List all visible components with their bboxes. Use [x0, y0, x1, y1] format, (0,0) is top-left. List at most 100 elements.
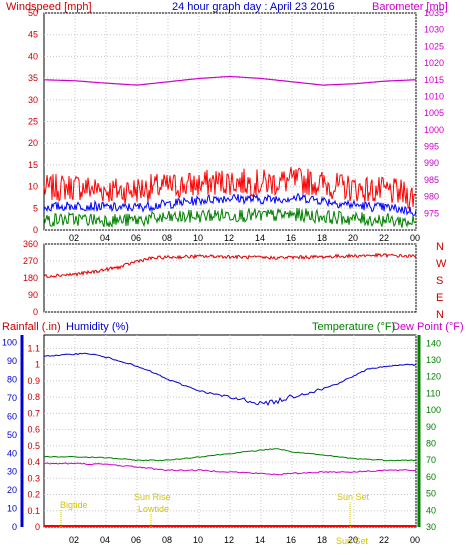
panel-direction-series — [43, 252, 417, 278]
panel-temp-series — [43, 352, 417, 527]
wind-x-tick: 08 — [162, 233, 172, 243]
rain-y-tick: 0.3 — [27, 473, 40, 483]
temp-x-tick: 14 — [255, 535, 265, 545]
panel-wind-series — [43, 75, 417, 229]
dewpoint-axis-label: Dew Point (°F) — [392, 321, 464, 333]
panel-wind-axes: 0510152025303540455097598098599099510001… — [28, 8, 444, 243]
barometer-line — [44, 75, 417, 86]
baro-y-tick: 990 — [424, 158, 439, 168]
rain-y-tick: 1.1 — [27, 343, 40, 353]
wind-x-tick: 02 — [69, 233, 79, 243]
temp-x-tick: 00 — [410, 535, 420, 545]
rain-y-tick: 0.5 — [27, 441, 40, 451]
temp-x-tick: 02 — [69, 535, 79, 545]
humidity-y-tick: 40 — [7, 448, 17, 458]
temp-y-tick: 80 — [426, 439, 436, 449]
wind-y-tick: 10 — [28, 182, 38, 192]
rain-y-tick: 0.6 — [27, 425, 40, 435]
wind-x-tick: 18 — [317, 233, 327, 243]
baro-y-tick: 1000 — [424, 125, 444, 135]
panel-temp-axes: 010203040506070809010000.10.20.30.40.50.… — [2, 335, 441, 545]
rain-y-tick: 0.8 — [27, 392, 40, 402]
humidity-y-tick: 60 — [7, 411, 17, 421]
wind-x-tick: 16 — [286, 233, 296, 243]
wind-y-tick: 20 — [28, 138, 38, 148]
temperature-axis-label: Temperature (°F) — [312, 321, 395, 333]
sunset-axis-label: Sun Set — [336, 536, 369, 546]
wind-x-tick: 00 — [410, 233, 420, 243]
bigtide-label: Bigtide — [60, 500, 88, 510]
wind-y-tick: 40 — [28, 51, 38, 61]
panel-wind-grid — [44, 12, 417, 231]
average-line — [43, 208, 417, 229]
direction-y-tick: 360 — [23, 239, 38, 249]
baro-y-tick: 975 — [424, 208, 439, 218]
temp-x-tick: 22 — [379, 535, 389, 545]
temp-y-tick: 110 — [426, 388, 440, 398]
compass-label: S — [436, 275, 443, 287]
baro-y-tick: 995 — [424, 142, 439, 152]
direction-y-tick: 0 — [33, 307, 38, 317]
rain-y-tick: 0 — [35, 522, 40, 532]
wind-y-tick: 30 — [28, 95, 38, 105]
temp-y-tick: 120 — [426, 372, 441, 382]
humidity-y-tick: 10 — [7, 504, 17, 514]
humidity-y-tick: 50 — [7, 430, 17, 440]
humidity-y-tick: 100 — [2, 338, 17, 348]
rain-y-tick: 0.7 — [27, 408, 40, 418]
wind-y-tick: 15 — [28, 160, 38, 170]
wind-x-tick: 06 — [131, 233, 141, 243]
baro-y-tick: 985 — [424, 175, 439, 185]
temp-y-tick: 90 — [426, 422, 436, 432]
humidity-y-tick: 80 — [7, 375, 17, 385]
lowtide-label: Lowtide — [138, 504, 169, 514]
gust-line — [43, 167, 417, 209]
wind-y-tick: 5 — [33, 203, 38, 213]
temp-x-tick: 20 — [348, 535, 358, 545]
temp-y-tick: 40 — [426, 505, 436, 515]
wind-line — [43, 192, 417, 216]
compass-label: N — [436, 241, 444, 253]
baro-y-tick: 1030 — [424, 25, 444, 35]
temp-x-tick: 04 — [100, 535, 110, 545]
rainfall-axis-label: Rainfall (.in) — [2, 321, 61, 333]
humidity-y-tick: 0 — [12, 522, 17, 532]
panel-direction-grid — [44, 243, 417, 313]
wind-y-tick: 35 — [28, 73, 38, 83]
baro-y-tick: 1020 — [424, 58, 444, 68]
temp-x-tick: 08 — [162, 535, 172, 545]
temp-x-tick: 18 — [317, 535, 327, 545]
temp-y-tick: 30 — [426, 522, 436, 532]
rain-y-tick: 0.1 — [27, 506, 40, 516]
humidity-y-tick: 30 — [7, 467, 17, 477]
wind-y-tick: 50 — [28, 8, 38, 18]
temp-x-tick: 10 — [193, 535, 203, 545]
temp-x-tick: 06 — [131, 535, 141, 545]
wind-y-tick: 0 — [33, 225, 38, 235]
windspeed-axis-label: Windspeed [mph] — [6, 1, 92, 13]
dewpoint-line — [43, 462, 417, 476]
temp-y-tick: 100 — [426, 405, 441, 415]
humidity-y-tick: 90 — [7, 356, 17, 366]
graph-title: 24 hour graph day : April 23 2016 — [172, 1, 335, 13]
rain-y-tick: 0.4 — [27, 457, 40, 467]
rain-y-tick: 1 — [35, 360, 40, 370]
baro-y-tick: 980 — [424, 192, 439, 202]
humidity-y-tick: 70 — [7, 393, 17, 403]
panel-temp-annotations: Bigtide Sun Rise Lowtide Sun Set Sun Set — [60, 492, 370, 546]
temp-x-tick: 12 — [224, 535, 234, 545]
sunrise-label: Sun Rise — [134, 492, 171, 502]
barometer-axis-label: Barometer [mb] — [372, 1, 448, 13]
baro-y-tick: 1005 — [424, 108, 444, 118]
temp-y-tick: 130 — [426, 355, 441, 365]
baro-y-tick: 1015 — [424, 75, 444, 85]
sunset-label: Sun Set — [337, 492, 370, 502]
temp-y-tick: 140 — [426, 338, 441, 348]
humidity-line — [43, 352, 417, 406]
compass-label: W — [436, 258, 447, 270]
humidity-axis-label: Humidity (%) — [66, 321, 129, 333]
humidity-y-tick: 20 — [7, 485, 17, 495]
temp-y-tick: 70 — [426, 455, 436, 465]
wind-y-tick: 25 — [28, 117, 38, 127]
